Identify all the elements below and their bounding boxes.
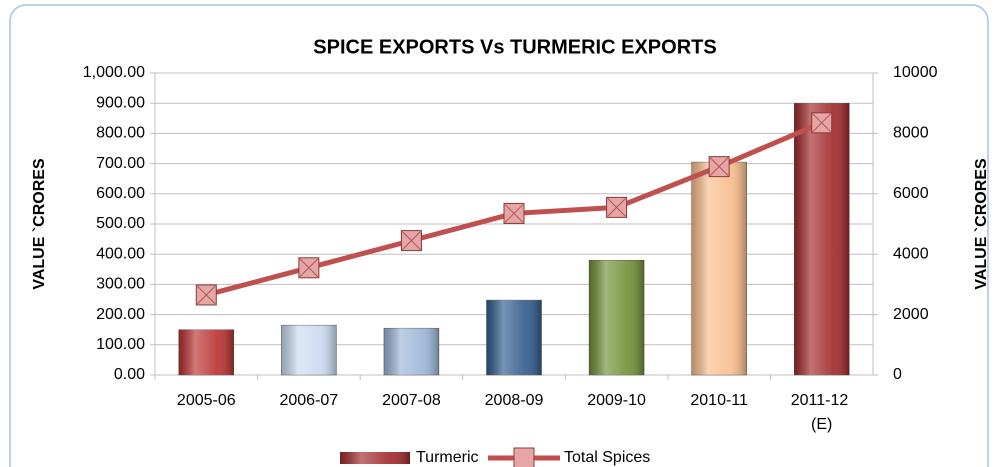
- bar-shine: [691, 162, 747, 375]
- legend-shine: [340, 452, 410, 464]
- y-tick-label: 500.00: [96, 215, 145, 232]
- bar-shine: [589, 260, 645, 375]
- y-tick-label: 300.00: [96, 276, 145, 293]
- y2-axis-label: VALUE `CRORES: [973, 158, 990, 290]
- bar-shine: [794, 103, 850, 375]
- y-tick-label: 200.00: [96, 306, 145, 323]
- chart-title: SPICE EXPORTS Vs TURMERIC EXPORTS: [313, 36, 716, 58]
- x-tick-label: 2007-08: [382, 392, 441, 409]
- marker-cross: [196, 285, 216, 305]
- y2-tick-label: 0: [893, 366, 902, 383]
- legend-label: Turmeric: [416, 449, 479, 466]
- x-tick-label: 2008-09: [485, 392, 544, 409]
- legend-marker: [513, 447, 535, 467]
- y2-tick-label: 2000: [893, 306, 929, 323]
- marker-cross: [504, 204, 524, 223]
- x-tick-label: 2005-06: [177, 392, 236, 409]
- y2-tick-label: 4000: [893, 245, 929, 262]
- bar-shine: [178, 329, 234, 375]
- y-tick-label: 400.00: [96, 245, 145, 262]
- y-tick-label: 0.00: [114, 366, 145, 383]
- x-tick-label: 2006-07: [279, 392, 338, 409]
- x-tick-label: 2010-11: [690, 392, 748, 409]
- bar-shine: [486, 300, 542, 375]
- marker-cross: [607, 198, 626, 217]
- bar-shine: [383, 328, 439, 375]
- y-tick-label: 100.00: [96, 336, 145, 353]
- x-tick-label: 2011-12 (E): [791, 392, 853, 433]
- marker-cross: [709, 157, 729, 176]
- y-tick-label: 1,000.00: [83, 64, 145, 81]
- y2-tick-label: 6000: [893, 185, 929, 202]
- marker-cross: [402, 231, 421, 250]
- marker-cross: [812, 113, 832, 133]
- y2-tick-label: 10000: [893, 64, 938, 81]
- legend-label: Total Spices: [564, 449, 650, 466]
- bar-shine: [281, 325, 337, 375]
- marker-cross: [299, 258, 319, 278]
- y2-tick-label: 8000: [893, 125, 929, 142]
- y-axis-label: VALUE `CRORES: [31, 158, 48, 290]
- y-tick-label: 600.00: [96, 185, 145, 202]
- y-tick-label: 800.00: [96, 125, 145, 142]
- y-tick-label: 900.00: [96, 94, 145, 111]
- x-tick-label: 2009-10: [587, 392, 646, 409]
- y-tick-label: 700.00: [96, 155, 145, 172]
